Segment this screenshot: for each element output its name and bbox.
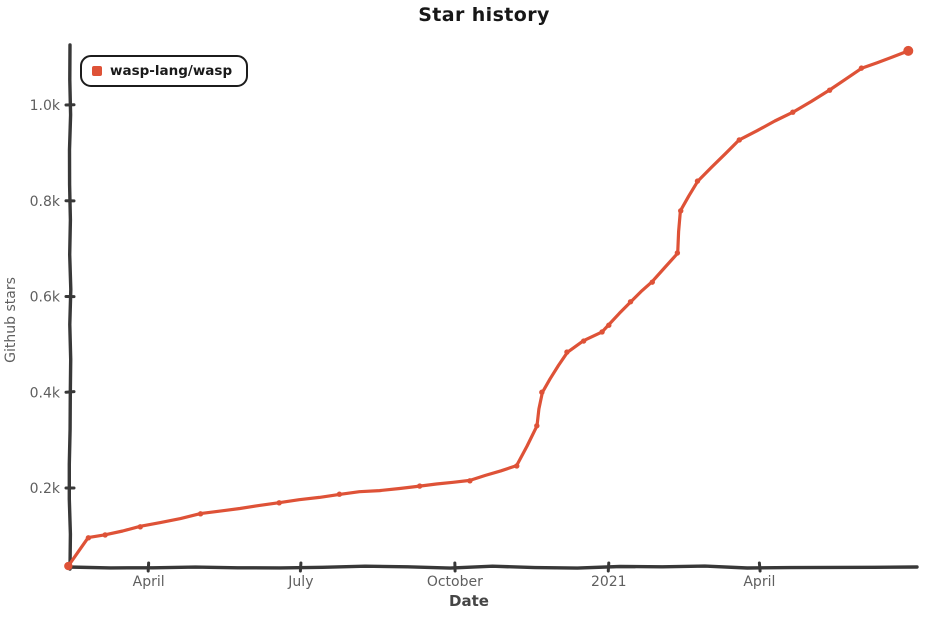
x-tick-mark <box>298 561 303 573</box>
data-point-marker <box>580 338 587 344</box>
y-tick-label: 1.0k <box>30 98 61 114</box>
data-point-marker <box>197 511 204 517</box>
data-point-marker <box>85 535 92 541</box>
data-point-marker <box>694 178 701 184</box>
series-line <box>66 49 910 568</box>
y-tick-label: 0.2k <box>30 481 61 497</box>
data-point-marker <box>539 389 545 395</box>
data-point-marker <box>336 491 343 497</box>
tick-marks-and-labels: April July October 2021 April 0.2k 0.4k 0.6k 0.8… <box>30 98 776 590</box>
data-point-marker <box>606 322 612 328</box>
x-tick-label: July <box>287 574 313 590</box>
data-point-marker <box>599 329 605 335</box>
x-axis-label: Date <box>449 592 489 610</box>
data-point-marker <box>674 250 681 256</box>
data-point-marker <box>276 500 282 506</box>
y-tick-label: 0.8k <box>30 194 61 210</box>
y-tick-label: 0.4k <box>30 385 61 401</box>
data-point-marker <box>564 349 570 355</box>
data-point-marker <box>736 137 742 143</box>
data-point-marker <box>627 299 634 305</box>
data-point-marker <box>417 483 423 489</box>
legend-series-marker-icon <box>92 66 102 76</box>
legend-series-label: wasp-lang/wasp <box>110 63 233 79</box>
data-point-marker <box>137 524 143 530</box>
data-point-marker <box>534 423 540 429</box>
y-axis-label: Github stars <box>3 277 19 363</box>
x-tick-mark <box>757 561 762 573</box>
y-axis-line <box>67 43 73 571</box>
x-tick-label: 2021 <box>591 574 627 590</box>
y-tick-mark <box>64 390 76 394</box>
x-tick-label: April <box>133 574 165 590</box>
series-line-group <box>64 45 914 571</box>
chart-title: Star history <box>418 4 550 26</box>
axes <box>66 43 919 571</box>
data-point-marker <box>649 279 655 285</box>
data-point-marker <box>64 561 73 571</box>
x-axis-line <box>66 564 919 570</box>
data-point-marker <box>678 208 684 214</box>
x-tick-label: October <box>427 574 483 590</box>
data-point-marker <box>102 532 108 538</box>
data-point-marker <box>514 463 520 469</box>
legend: wasp-lang/wasp <box>80 55 249 87</box>
data-point-marker <box>467 478 473 484</box>
data-point-marker <box>790 109 796 115</box>
data-point-marker <box>858 65 865 71</box>
data-point-marker <box>903 45 914 56</box>
x-tick-mark <box>606 561 611 573</box>
y-tick-label: 0.6k <box>30 290 61 306</box>
data-point-marker <box>826 87 833 93</box>
x-tick-label: April <box>743 574 775 590</box>
